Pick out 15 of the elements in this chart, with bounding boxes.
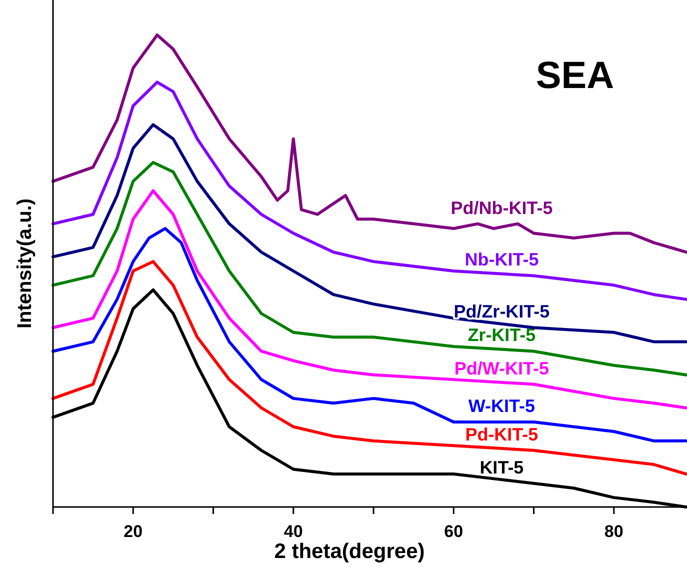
- x-tick-label: 60: [444, 522, 464, 541]
- x-tick-label: 40: [284, 522, 303, 541]
- series-label: Zr-KIT-5: [468, 325, 536, 346]
- x-tick-label: 80: [604, 522, 624, 541]
- series-label: Pd/Nb-KIT-5: [450, 198, 553, 218]
- series-label: W-KIT-5: [468, 396, 536, 416]
- series-label: Pd-KIT-5: [465, 424, 538, 444]
- series-label: KIT-5: [480, 457, 524, 478]
- annotation: SEA: [536, 55, 614, 97]
- x-tick-label: 20: [124, 522, 143, 541]
- series-label: Pd/W-KIT-5: [454, 358, 550, 378]
- series-label: Nb-KIT-5: [464, 250, 539, 270]
- series-label: Pd/Zr-KIT-5: [454, 302, 550, 322]
- y-axis-title: Intensity(a.u.): [14, 198, 36, 329]
- x-axis-title: 2 theta(degree): [274, 540, 425, 563]
